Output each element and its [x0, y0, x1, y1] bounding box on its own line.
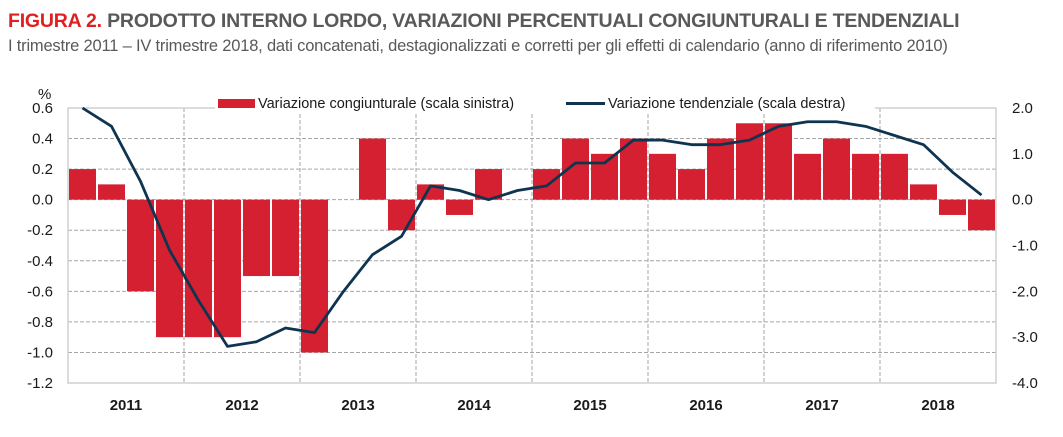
y-tick-label-right: -4.0	[1012, 375, 1038, 392]
bar	[591, 153, 618, 200]
grid-lines	[68, 108, 996, 383]
x-tick-label: 2016	[689, 397, 722, 414]
trend-line	[81, 106, 983, 348]
x-axis: 2011 2012 2013 2014 2015 2016 2017 2018	[110, 397, 955, 414]
y-tick-label-left: -0.2	[27, 222, 53, 239]
y-tick-label-right: -2.0	[1012, 283, 1038, 300]
bar	[359, 138, 386, 200]
bar	[388, 199, 415, 231]
line-series	[81, 106, 983, 348]
bar	[968, 199, 995, 231]
y-tick-label-right: 2.0	[1012, 100, 1033, 117]
legend-label-bar: Variazione congiunturale (scala sinistra…	[258, 96, 514, 112]
legend-swatch-bar	[218, 99, 255, 108]
bar	[910, 184, 937, 200]
bar	[707, 138, 734, 200]
x-tick-label: 2014	[457, 397, 491, 414]
y-tick-label-left: -0.4	[27, 253, 53, 270]
bar	[243, 199, 270, 277]
y-tick-label-left: -0.6	[27, 283, 53, 300]
legend: Variazione congiunturale (scala sinistra…	[215, 92, 875, 114]
x-tick-label: 2011	[110, 397, 143, 414]
y-tick-label-left: 0.0	[32, 192, 53, 209]
y-tick-label-right: -1.0	[1012, 238, 1038, 255]
y-tick-label-left: 0.2	[32, 161, 53, 178]
bar	[823, 138, 850, 200]
y-tick-label-left: -0.8	[27, 314, 53, 331]
y-tick-label-left: 0.6	[32, 100, 53, 117]
x-tick-label: 2012	[225, 397, 258, 414]
chart-title: FIGURA 2. PRODOTTO INTERNO LORDO, VARIAZ…	[8, 10, 960, 33]
bar	[649, 153, 676, 200]
bar-series	[69, 123, 995, 353]
y-axis-right: 2.0 1.0 0.0 -1.0 -2.0 -3.0 -4.0	[1012, 100, 1038, 392]
y-axis-left: 0.6 0.4 0.2 0.0 -0.2 -0.4 -0.6 -0.8 -1.0 -1.2	[27, 100, 53, 392]
legend-background	[215, 92, 875, 114]
y-axis-unit-label: %	[38, 86, 51, 103]
legend-label-line: Variazione tendenziale (scala destra)	[608, 96, 846, 112]
x-tick-label: 2015	[573, 397, 606, 414]
chart-subtitle: I trimestre 2011 – IV trimestre 2018, da…	[8, 37, 948, 55]
chart-title-text: PRODOTTO INTERNO LORDO, VARIAZIONI PERCE…	[107, 10, 960, 32]
bar	[939, 199, 966, 215]
bar	[272, 199, 299, 277]
bar	[446, 199, 473, 215]
y-tick-label-left: -1.0	[27, 344, 53, 361]
y-tick-label-right: 0.0	[1012, 192, 1033, 209]
bar	[475, 169, 502, 200]
bar	[301, 199, 328, 353]
bar	[98, 184, 125, 200]
bar	[765, 123, 792, 200]
x-tick-label: 2013	[341, 397, 374, 414]
bar	[127, 199, 154, 292]
bar	[852, 153, 879, 200]
bar	[678, 169, 705, 200]
y-tick-label-right: 1.0	[1012, 146, 1033, 163]
y-tick-label-right: -3.0	[1012, 329, 1038, 346]
y-tick-label-left: -1.2	[27, 375, 53, 392]
x-tick-label: 2018	[921, 397, 954, 414]
bar	[214, 199, 241, 338]
bar	[69, 169, 96, 200]
bar	[881, 153, 908, 200]
figure-label: FIGURA 2.	[8, 10, 102, 32]
y-tick-label-left: 0.4	[32, 131, 53, 148]
bar	[794, 153, 821, 200]
x-tick-label: 2017	[805, 397, 838, 414]
